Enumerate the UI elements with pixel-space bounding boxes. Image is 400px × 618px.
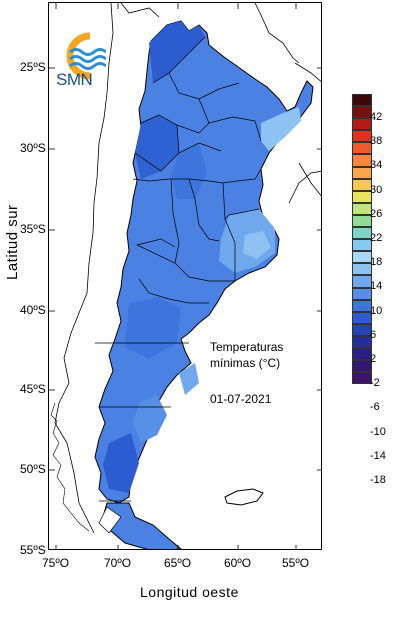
smn-logo <box>66 32 106 80</box>
chile-coastline <box>50 402 90 532</box>
legend-swatch <box>352 178 372 191</box>
legend-swatch <box>352 335 372 348</box>
temperature-zones <box>103 21 301 493</box>
legend-label: 14 <box>370 280 383 293</box>
legend-label: -2 <box>370 377 380 390</box>
logo-text: SMN <box>56 70 93 89</box>
legend-swatch <box>352 299 372 312</box>
legend-swatch <box>352 142 372 155</box>
argentina-mainland <box>94 20 314 504</box>
tierra-del-fuego <box>98 502 182 549</box>
legend-label: 38 <box>370 135 383 148</box>
map-title-line2: mínimas (°C) <box>210 356 281 370</box>
legend-swatch <box>352 154 372 167</box>
lon-tick-55: 55ºO <box>282 556 310 570</box>
legend-swatch <box>352 347 372 361</box>
lat-tick-30: 30ºS <box>20 141 46 155</box>
lon-tick-65: 65ºO <box>164 556 192 570</box>
legend-swatch <box>352 372 372 385</box>
lon-tick-60: 60ºO <box>224 556 252 570</box>
legend-swatch <box>352 106 372 119</box>
map-frame <box>48 2 322 550</box>
legend-swatch <box>352 202 372 215</box>
lat-tick-50: 50ºS <box>20 462 46 476</box>
lon-tick-70: 70ºO <box>104 556 132 570</box>
legend-label: 42 <box>370 111 383 123</box>
legend-label: -6 <box>370 401 380 414</box>
legend-swatch <box>352 287 372 300</box>
legend-label: 6 <box>370 328 377 341</box>
legend-swatch <box>352 360 372 373</box>
legend-swatch <box>352 94 372 107</box>
legend-label: -18 <box>370 474 386 486</box>
legend-label: 2 <box>370 353 377 365</box>
legend-swatch <box>352 275 372 288</box>
legend-swatch <box>352 263 372 276</box>
lat-tick-55: 55ºS <box>20 543 46 557</box>
map-date: 01-07-2021 <box>210 392 272 406</box>
legend-swatch <box>352 166 372 179</box>
x-axis-label: Longitud oeste <box>140 584 239 600</box>
legend-label: 22 <box>370 232 383 244</box>
legend-label: 30 <box>370 183 383 196</box>
lon-tick-75: 75ºO <box>42 556 70 570</box>
legend-swatch <box>352 214 372 228</box>
legend-label: 26 <box>370 207 383 220</box>
lat-tick-40: 40ºS <box>20 303 46 317</box>
legend-label: 10 <box>370 304 383 317</box>
y-axis-label: Latitud sur <box>4 204 21 280</box>
temperature-color-legend <box>352 94 372 385</box>
legend-swatch <box>352 311 372 324</box>
lat-tick-35: 35ºS <box>20 222 46 236</box>
legend-label: -14 <box>370 449 386 462</box>
lat-tick-25: 25ºS <box>20 60 46 74</box>
legend-swatch <box>352 118 372 131</box>
axis-ticks <box>49 3 321 549</box>
legend-swatch <box>352 251 372 264</box>
legend-swatch <box>352 227 372 240</box>
legend-swatch <box>352 190 372 203</box>
neighbour-borders <box>54 3 321 534</box>
map-title-line1: Temperaturas <box>210 340 284 354</box>
legend-label: -10 <box>370 425 386 438</box>
legend-label: 34 <box>370 159 383 172</box>
province-borders <box>95 36 262 502</box>
malvinas-islands <box>224 488 264 506</box>
legend-swatch <box>352 130 372 143</box>
lat-tick-45: 45ºS <box>20 382 46 396</box>
legend-swatch <box>352 323 372 336</box>
legend-swatch <box>352 239 372 252</box>
legend-label: 18 <box>370 256 383 269</box>
argentina-min-temperature-map <box>49 3 321 549</box>
